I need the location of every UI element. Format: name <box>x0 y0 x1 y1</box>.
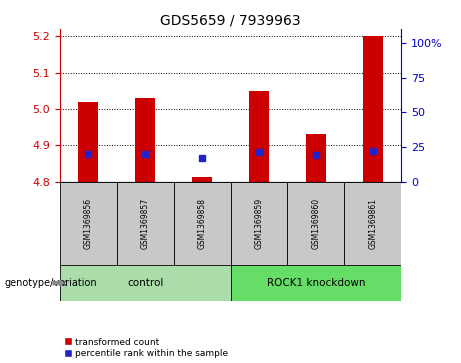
Text: ROCK1 knockdown: ROCK1 knockdown <box>266 278 365 288</box>
Bar <box>174 182 230 265</box>
Bar <box>230 182 287 265</box>
Bar <box>306 134 326 182</box>
Bar <box>192 177 212 182</box>
Text: control: control <box>127 278 163 288</box>
Text: GSM1369859: GSM1369859 <box>254 198 263 249</box>
Bar <box>135 98 155 182</box>
Text: GSM1369860: GSM1369860 <box>311 198 320 249</box>
Bar <box>249 91 269 182</box>
Bar <box>287 182 344 265</box>
Text: genotype/variation: genotype/variation <box>5 278 97 288</box>
Bar <box>60 265 230 301</box>
Bar <box>344 182 401 265</box>
Bar <box>230 265 401 301</box>
Title: GDS5659 / 7939963: GDS5659 / 7939963 <box>160 14 301 28</box>
Bar <box>60 182 117 265</box>
Text: GSM1369861: GSM1369861 <box>368 198 377 249</box>
Bar <box>363 36 383 182</box>
Text: GSM1369857: GSM1369857 <box>141 198 150 249</box>
Bar <box>117 182 174 265</box>
Text: GSM1369856: GSM1369856 <box>84 198 93 249</box>
Text: GSM1369858: GSM1369858 <box>198 198 207 249</box>
Bar <box>78 102 98 182</box>
Legend: transformed count, percentile rank within the sample: transformed count, percentile rank withi… <box>65 338 228 359</box>
